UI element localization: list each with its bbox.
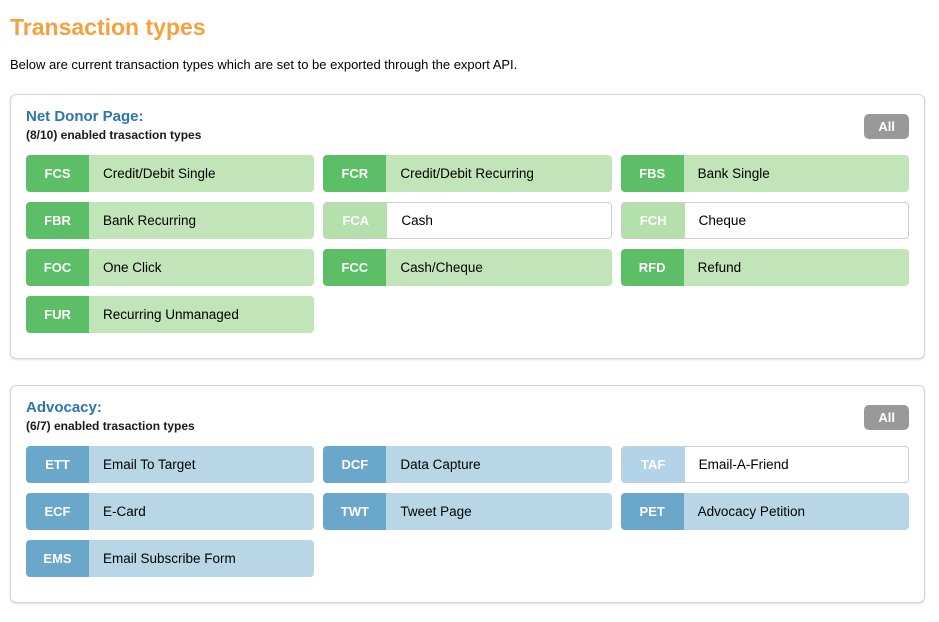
select-all-button[interactable]: All [864, 405, 909, 430]
section-header-text: Advocacy: (6/7) enabled trasaction types [26, 399, 195, 433]
transaction-code-badge: FBR [26, 202, 89, 239]
transaction-label: One Click [89, 249, 315, 286]
transaction-label: Tweet Page [386, 493, 612, 530]
transaction-grid: ETT Email To Target DCF Data Capture TAF… [26, 446, 909, 577]
transaction-label: Data Capture [386, 446, 612, 483]
section-header-text: Net Donor Page: (8/10) enabled trasactio… [26, 108, 201, 142]
transaction-type-pill-dcf[interactable]: DCF Data Capture [323, 446, 612, 483]
transaction-type-pill-fch[interactable]: FCH Cheque [620, 202, 909, 239]
transaction-type-pill-rfd[interactable]: RFD Refund [620, 249, 909, 286]
transaction-code-badge: ETT [26, 446, 89, 483]
select-all-button[interactable]: All [864, 114, 909, 139]
transaction-section-2: Advocacy: (6/7) enabled trasaction types… [10, 385, 925, 603]
section-subtitle: (6/7) enabled trasaction types [26, 419, 195, 433]
transaction-type-pill-ecf[interactable]: ECF E-Card [26, 493, 315, 530]
transaction-label: Bank Single [683, 155, 909, 192]
transaction-label: Bank Recurring [89, 202, 315, 239]
transaction-type-pill-ett[interactable]: ETT Email To Target [26, 446, 315, 483]
transaction-grid: FCS Credit/Debit Single FCR Credit/Debit… [26, 155, 909, 333]
transaction-label: Cash/Cheque [386, 249, 612, 286]
transaction-type-pill-fbs[interactable]: FBS Bank Single [620, 155, 909, 192]
transaction-type-pill-fcr[interactable]: FCR Credit/Debit Recurring [323, 155, 612, 192]
transaction-label: Credit/Debit Single [89, 155, 315, 192]
transaction-type-pill-fcs[interactable]: FCS Credit/Debit Single [26, 155, 315, 192]
transaction-code-badge: EMS [26, 540, 89, 577]
transaction-code-badge: FCH [621, 203, 685, 238]
transaction-label: Cheque [684, 203, 908, 238]
transaction-label: Recurring Unmanaged [89, 296, 315, 333]
transaction-section-1: Net Donor Page: (8/10) enabled trasactio… [10, 94, 925, 359]
transaction-type-pill-ems[interactable]: EMS Email Subscribe Form [26, 540, 315, 577]
page-description: Below are current transaction types whic… [10, 57, 518, 72]
section-header: Net Donor Page: (8/10) enabled trasactio… [26, 108, 909, 142]
transaction-code-badge: DCF [323, 446, 387, 483]
section-header: Advocacy: (6/7) enabled trasaction types… [26, 399, 909, 433]
transaction-type-pill-fbr[interactable]: FBR Bank Recurring [26, 202, 315, 239]
transaction-label: Refund [683, 249, 909, 286]
transaction-label: Advocacy Petition [683, 493, 909, 530]
transaction-type-pill-taf[interactable]: TAF Email-A-Friend [620, 446, 909, 483]
section-title: Advocacy: [26, 399, 102, 416]
transaction-code-badge: FCS [26, 155, 89, 192]
sections-container: Net Donor Page: (8/10) enabled trasactio… [10, 94, 925, 603]
transaction-label: E-Card [89, 493, 315, 530]
transaction-label: Email Subscribe Form [89, 540, 315, 577]
transaction-type-pill-pet[interactable]: PET Advocacy Petition [620, 493, 909, 530]
transaction-code-badge: FOC [26, 249, 89, 286]
transaction-code-badge: FUR [26, 296, 89, 333]
transaction-label: Credit/Debit Recurring [386, 155, 612, 192]
transaction-code-badge: PET [620, 493, 684, 530]
transaction-type-pill-twt[interactable]: TWT Tweet Page [323, 493, 612, 530]
transaction-label: Cash [387, 203, 611, 238]
transaction-code-badge: FCA [324, 203, 388, 238]
transaction-type-pill-fcc[interactable]: FCC Cash/Cheque [323, 249, 612, 286]
transaction-type-pill-fca[interactable]: FCA Cash [323, 202, 612, 239]
transaction-code-badge: FCC [323, 249, 387, 286]
transaction-type-pill-fur[interactable]: FUR Recurring Unmanaged [26, 296, 315, 333]
transaction-code-badge: FBS [620, 155, 684, 192]
transaction-code-badge: TAF [621, 447, 685, 482]
section-subtitle: (8/10) enabled trasaction types [26, 128, 202, 142]
transaction-type-pill-foc[interactable]: FOC One Click [26, 249, 315, 286]
section-title: Net Donor Page: [26, 108, 144, 125]
page-title: Transaction types [10, 14, 206, 40]
transaction-code-badge: RFD [620, 249, 684, 286]
transaction-code-badge: ECF [26, 493, 89, 530]
transaction-code-badge: FCR [323, 155, 387, 192]
transaction-label: Email-A-Friend [684, 447, 908, 482]
transaction-label: Email To Target [89, 446, 315, 483]
transaction-code-badge: TWT [323, 493, 387, 530]
